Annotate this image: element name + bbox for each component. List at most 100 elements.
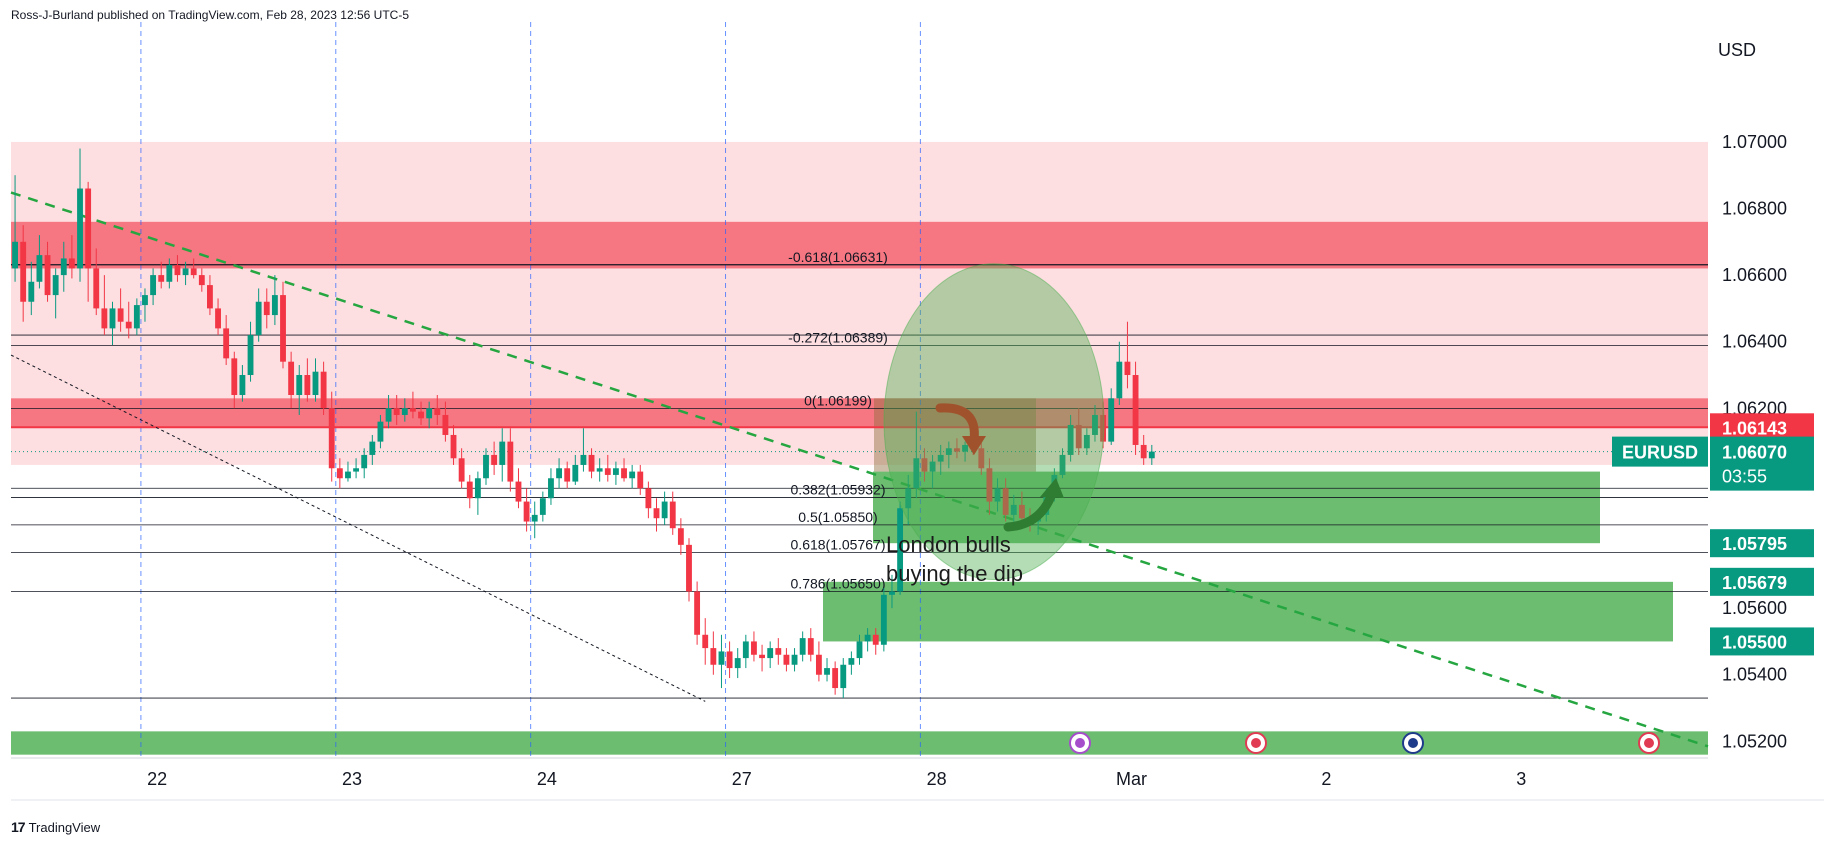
fib-label: 0.5(1.05850) xyxy=(798,509,877,525)
candle-body xyxy=(353,468,360,472)
candle-body xyxy=(531,514,538,522)
candle-body xyxy=(945,448,952,455)
candle-body xyxy=(929,461,936,472)
candle-body xyxy=(393,408,400,415)
candle-body xyxy=(686,544,692,592)
candle-body xyxy=(872,634,879,645)
candle-body xyxy=(44,255,51,296)
candle-body xyxy=(1124,361,1131,376)
candle-body xyxy=(231,358,238,395)
trendline-green[interactable] xyxy=(10,191,1709,748)
candle-body xyxy=(174,265,181,276)
candle-body xyxy=(954,448,960,452)
candle-body xyxy=(109,308,116,329)
candle-body xyxy=(718,651,725,665)
candle-body xyxy=(1100,414,1107,442)
symbol-badge[interactable] xyxy=(1612,436,1708,467)
candle-body xyxy=(483,454,489,479)
fib-label: 0(1.06199) xyxy=(804,393,872,409)
price-lines-layer: -0.618(1.06631) -0.272(1.06389) 0(1.06199)… xyxy=(11,249,1708,699)
price-axis-layer: USD1.070001.068001.066001.064001.062001.… xyxy=(1612,0,1824,800)
x-tick-label: 23 xyxy=(342,769,362,789)
axis-price-badge-label: 1.05500 xyxy=(1722,632,1787,652)
candle-body xyxy=(215,308,221,329)
candle-body xyxy=(1083,434,1090,449)
zone-green-4[interactable] xyxy=(823,581,1673,642)
zones-layer xyxy=(11,22,1708,758)
candle-body xyxy=(68,258,75,269)
x-tick-label: 24 xyxy=(537,769,557,789)
currency-label: USD xyxy=(1718,40,1756,60)
candle-body xyxy=(897,508,904,592)
axis-price-badge[interactable] xyxy=(1710,627,1814,656)
candle-body xyxy=(621,468,627,479)
candle-body xyxy=(320,371,327,409)
candle-body xyxy=(710,648,717,665)
axis-price-badge-label: 1.05679 xyxy=(1722,573,1787,593)
candle-body xyxy=(117,308,124,322)
candle-body xyxy=(158,275,165,282)
candle-body xyxy=(1108,398,1115,442)
candle-body xyxy=(133,305,140,329)
candle-body xyxy=(142,295,148,306)
candle-body xyxy=(612,468,619,475)
axis-price-badge[interactable] xyxy=(1710,567,1814,596)
zone-green-5[interactable] xyxy=(11,731,1708,755)
candle-body xyxy=(255,301,262,336)
candle-body xyxy=(791,654,798,665)
axis-price-badge[interactable] xyxy=(1710,529,1814,558)
event-eu-flag-icon-dot xyxy=(1408,738,1418,748)
candle-body xyxy=(840,664,847,689)
last-price-label: 1.06070 xyxy=(1722,443,1787,463)
zone-red-strong-2[interactable] xyxy=(11,398,1708,428)
candle-body xyxy=(962,444,968,452)
candle-body xyxy=(1092,414,1098,435)
candle-body xyxy=(588,454,595,472)
candle-body xyxy=(377,421,384,442)
candle-body xyxy=(1075,424,1082,449)
candle-body xyxy=(401,408,408,415)
candle-body xyxy=(889,591,895,595)
candle-body xyxy=(1010,504,1017,515)
candle-body xyxy=(328,408,335,469)
candle-body xyxy=(263,301,270,316)
candle-body xyxy=(905,488,912,509)
zone-green-3[interactable] xyxy=(873,471,1600,544)
candle-body xyxy=(856,641,863,659)
candle-body xyxy=(182,268,189,276)
candle-body xyxy=(223,328,230,359)
candle-body xyxy=(653,508,660,519)
x-tick-label: Mar xyxy=(1116,769,1147,789)
down-arrowhead-icon xyxy=(962,436,986,455)
candle-body xyxy=(937,454,944,462)
up-arrowhead-icon xyxy=(1040,478,1064,498)
candle-body xyxy=(85,188,92,269)
last-price-badge[interactable] xyxy=(1710,436,1814,491)
candle-body xyxy=(361,454,368,469)
candle-body xyxy=(52,275,59,296)
candle-body xyxy=(629,471,636,479)
candle-body xyxy=(28,281,35,302)
candle-body xyxy=(93,268,100,309)
candle-body xyxy=(336,468,343,479)
candle-body xyxy=(694,591,701,635)
candle-body xyxy=(824,668,830,675)
zone-red-strong-1[interactable] xyxy=(11,221,1708,269)
candle-body xyxy=(150,275,157,296)
candle-body xyxy=(166,265,173,282)
candle-body xyxy=(1067,424,1074,455)
candle-body xyxy=(751,641,757,655)
candle-body xyxy=(742,641,749,659)
footer-brand[interactable]: 17 TradingView xyxy=(11,819,100,835)
candles-layer xyxy=(12,148,1155,699)
fib-label: -0.618(1.06631) xyxy=(788,249,888,265)
candle-body xyxy=(913,458,920,489)
candle-body xyxy=(669,501,676,529)
x-tick-label: 3 xyxy=(1516,769,1526,789)
annotation-line2: buying the dip xyxy=(886,561,1023,586)
candle-body xyxy=(280,295,286,362)
candle-body xyxy=(36,255,43,282)
event-us-flag-icon-dot xyxy=(1644,738,1654,748)
